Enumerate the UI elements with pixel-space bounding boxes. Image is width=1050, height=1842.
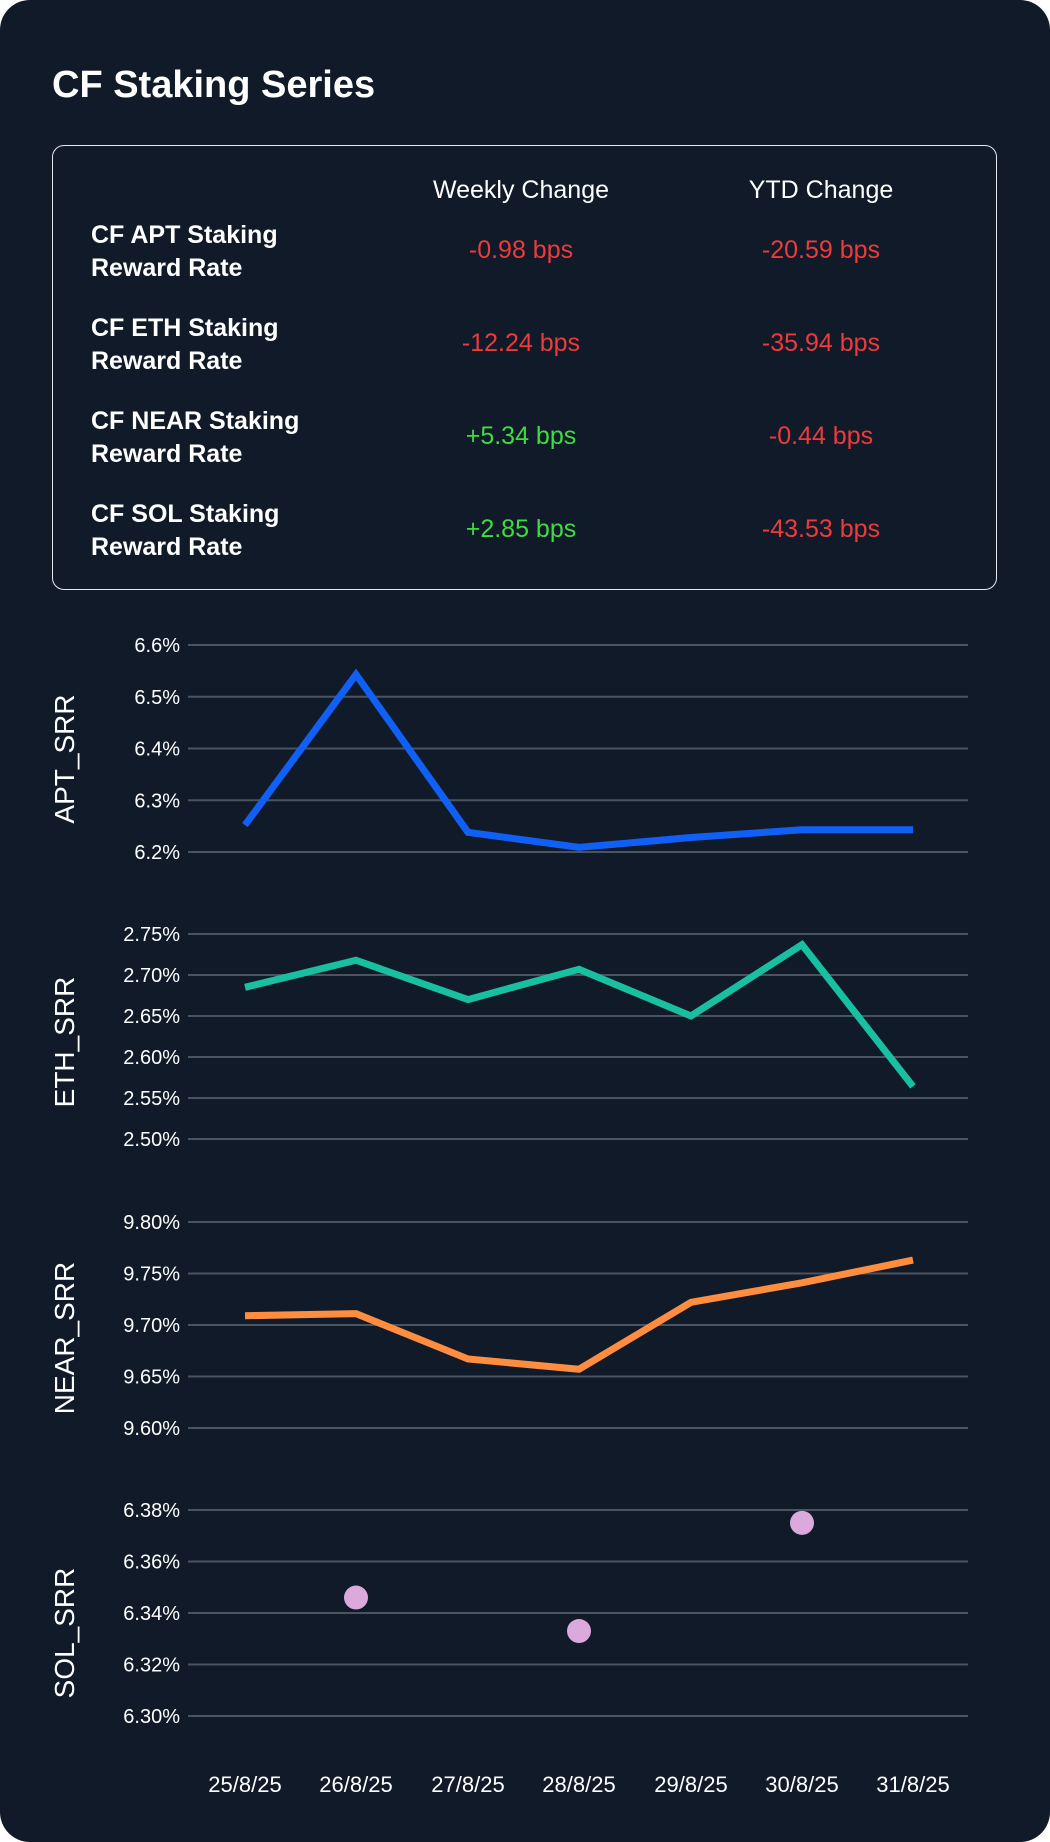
sol-srr-tick-label: 6.34%	[123, 1603, 180, 1625]
row-label-line: Reward Rate	[91, 533, 243, 561]
apt-srr-tick-label: 6.3%	[134, 790, 180, 812]
row-label-line: CF APT Staking	[91, 221, 278, 249]
eth-srr-tick-label: 2.65%	[123, 1006, 180, 1028]
eth-srr-tick-label: 2.75%	[123, 924, 180, 946]
apt-ytd-value: -20.59 bps	[761, 236, 881, 264]
row-label-eth: CF ETH Staking Reward Rate	[91, 312, 391, 378]
near-ytd-value: -0.44 bps	[768, 422, 874, 450]
near-srr-tick-label: 9.70%	[123, 1315, 180, 1337]
ytd-change-header: YTD Change	[748, 176, 894, 204]
apt-srr-series-line	[242, 668, 913, 851]
sol-srr-tick-label: 6.30%	[123, 1706, 180, 1728]
apt-srr-tick-label: 6.2%	[134, 842, 180, 864]
x-tick-label: 26/8/25	[319, 1772, 392, 1797]
sol-srr-tick-label: 6.38%	[123, 1500, 180, 1522]
row-label-sol: CF SOL Staking Reward Rate	[91, 498, 391, 564]
apt-srr-tick-label: 6.5%	[134, 687, 180, 709]
sol-srr-data-point	[344, 1585, 368, 1610]
sol-weekly-value: +2.85 bps	[465, 515, 577, 543]
x-tick-label: 30/8/25	[765, 1772, 838, 1797]
x-tick-label: 29/8/25	[654, 1772, 727, 1797]
near-weekly-value: +5.34 bps	[465, 422, 577, 450]
eth-ytd-value: -35.94 bps	[761, 329, 881, 357]
sol-srr-axis-label: SOL_SRR	[49, 1568, 80, 1699]
row-label-line: Reward Rate	[91, 254, 243, 282]
apt-srr-tick-label: 6.4%	[134, 739, 180, 761]
sol-srr-data-point	[790, 1510, 814, 1535]
near-srr-series-line	[244, 1256, 914, 1373]
summary-table: Weekly Change YTD Change CF APT Staking …	[52, 145, 997, 590]
row-label-apt: CF APT Staking Reward Rate	[91, 219, 391, 285]
x-tick-label: 28/8/25	[542, 1772, 615, 1797]
eth-srr-tick-label: 2.55%	[123, 1088, 180, 1110]
row-label-line: Reward Rate	[91, 347, 243, 375]
apt-srr-axis-label: APT_SRR	[49, 694, 80, 823]
near-srr-tick-label: 9.60%	[123, 1418, 180, 1440]
sol-ytd-value: -43.53 bps	[761, 515, 881, 543]
apt-srr-tick-label: 6.6%	[134, 635, 180, 657]
eth-srr-tick-label: 2.60%	[123, 1047, 180, 1069]
near-srr-axis-label: NEAR_SRR	[49, 1262, 80, 1414]
eth-srr-series-line	[244, 939, 916, 1089]
x-tick-label: 31/8/25	[876, 1772, 949, 1797]
eth-srr-tick-label: 2.70%	[123, 965, 180, 987]
eth-srr-tick-label: 2.50%	[123, 1129, 180, 1151]
row-label-line: CF NEAR Staking	[91, 407, 300, 435]
weekly-change-header: Weekly Change	[432, 176, 610, 204]
row-label-near: CF NEAR Staking Reward Rate	[91, 405, 391, 471]
x-tick-label: 27/8/25	[431, 1772, 504, 1797]
sol-srr-tick-label: 6.36%	[123, 1552, 180, 1574]
near-srr-tick-label: 9.75%	[123, 1264, 180, 1286]
row-label-line: CF SOL Staking	[91, 500, 280, 528]
near-srr-tick-label: 9.65%	[123, 1367, 180, 1389]
eth-srr-axis-label: ETH_SRR	[49, 977, 80, 1108]
apt-weekly-value: -0.98 bps	[468, 236, 574, 264]
near-srr-tick-label: 9.80%	[123, 1212, 180, 1234]
eth-weekly-value: -12.24 bps	[461, 329, 581, 357]
row-label-line: CF ETH Staking	[91, 314, 279, 342]
sol-srr-tick-label: 6.32%	[123, 1655, 180, 1677]
row-label-line: Reward Rate	[91, 440, 243, 468]
page-title: CF Staking Series	[52, 64, 376, 106]
sol-srr-data-point	[567, 1619, 591, 1644]
x-tick-label: 25/8/25	[208, 1772, 281, 1797]
